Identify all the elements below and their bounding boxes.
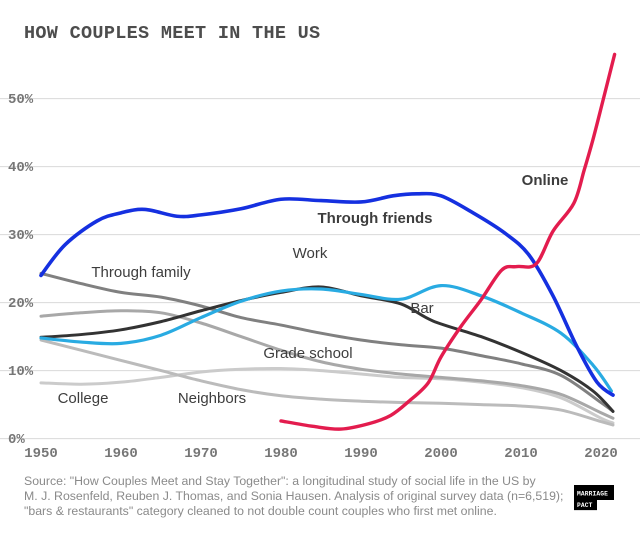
- svg-text:Through family: Through family: [91, 264, 191, 281]
- svg-text:50%: 50%: [8, 92, 34, 108]
- svg-text:PACT: PACT: [577, 502, 593, 509]
- svg-text:0%: 0%: [8, 432, 25, 448]
- svg-text:Neighbors: Neighbors: [178, 390, 246, 407]
- svg-text:2010: 2010: [504, 446, 538, 462]
- svg-text:Bar: Bar: [410, 300, 433, 317]
- svg-text:10%: 10%: [8, 364, 34, 380]
- svg-text:1970: 1970: [184, 446, 218, 462]
- svg-text:Online: Online: [522, 172, 569, 189]
- svg-text:1950: 1950: [24, 446, 58, 462]
- svg-text:1980: 1980: [264, 446, 298, 462]
- svg-text:1990: 1990: [344, 446, 378, 462]
- svg-text:30%: 30%: [8, 228, 34, 244]
- svg-text:Work: Work: [293, 245, 328, 262]
- svg-text:MARRIAGE: MARRIAGE: [577, 491, 608, 498]
- svg-text:Grade school: Grade school: [263, 345, 352, 362]
- svg-text:2000: 2000: [424, 446, 458, 462]
- svg-text:1960: 1960: [104, 446, 138, 462]
- svg-text:2020: 2020: [584, 446, 618, 462]
- svg-text:Through friends: Through friends: [318, 210, 433, 227]
- svg-text:40%: 40%: [8, 160, 34, 176]
- svg-text:College: College: [58, 390, 109, 407]
- svg-text:20%: 20%: [8, 296, 34, 312]
